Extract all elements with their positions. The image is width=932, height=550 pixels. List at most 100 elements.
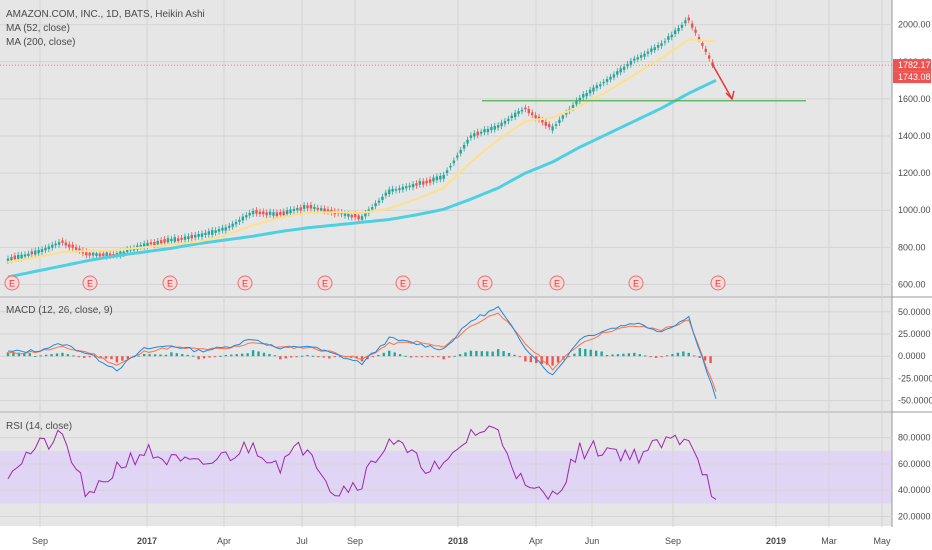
y-tick-label: -25.0000 <box>898 373 932 383</box>
macd-histogram-bar <box>616 354 620 357</box>
macd-histogram-bar <box>491 351 494 357</box>
candle-down <box>357 215 360 220</box>
ma200-line <box>7 79 717 279</box>
candle-up <box>646 51 650 54</box>
candle-up <box>289 209 292 214</box>
earnings-marker[interactable]: E <box>162 275 178 291</box>
macd-histogram-bar <box>388 350 391 357</box>
candle-down <box>159 240 163 244</box>
candle-up <box>663 41 667 43</box>
candle-down <box>108 253 112 257</box>
candle-up <box>490 126 493 131</box>
candle-down <box>163 239 166 243</box>
macd-histogram-bar <box>638 354 641 357</box>
candle-up <box>582 94 585 98</box>
candle-up <box>228 225 231 228</box>
candle-down <box>524 107 527 110</box>
earnings-marker[interactable]: E <box>4 275 20 291</box>
macd-histogram-bar <box>279 356 282 360</box>
macd-histogram-bar <box>660 356 663 358</box>
candle-down <box>265 212 268 216</box>
earnings-marker-label: E <box>242 279 248 289</box>
candle-up <box>122 251 125 255</box>
candle-up <box>565 112 568 115</box>
macd-histogram-bar <box>676 352 680 357</box>
candle-down <box>88 252 91 256</box>
macd-histogram-bar <box>496 349 500 357</box>
candle-up <box>285 210 289 215</box>
candle-up <box>670 34 673 38</box>
trend-arrow[interactable] <box>711 63 733 100</box>
macd-histogram-bar <box>551 356 554 366</box>
candle-down <box>548 124 551 128</box>
candle-up <box>571 105 575 109</box>
earnings-marker[interactable]: E <box>317 275 333 291</box>
x-tick-label: 2019 <box>766 536 786 546</box>
macd-histogram-bar <box>698 356 701 358</box>
candle-down <box>537 116 541 120</box>
candle-up <box>411 184 415 188</box>
earnings-marker[interactable]: E <box>477 275 493 291</box>
earnings-marker[interactable]: E <box>82 275 98 291</box>
x-tick-label: Sep <box>347 536 363 546</box>
candle-up <box>612 74 616 78</box>
candle-up <box>513 112 517 118</box>
ma52-line <box>7 38 717 264</box>
earnings-marker[interactable]: E <box>237 275 253 291</box>
macd-histogram-bar <box>556 356 560 363</box>
candle-up <box>17 254 20 259</box>
candle-down <box>299 207 302 211</box>
macd-histogram-bar <box>257 351 260 357</box>
macd-histogram-bar <box>181 354 184 357</box>
x-tick-label: Mar <box>821 536 837 546</box>
macd-histogram-bar <box>121 356 124 361</box>
macd-histogram-bar <box>393 352 396 357</box>
rsi-legend: RSI (14, close) <box>6 421 72 432</box>
macd-histogram-bar <box>99 356 102 358</box>
candle-up <box>10 257 13 261</box>
earnings-marker-circle <box>549 275 565 291</box>
candle-up <box>673 30 677 35</box>
candle-up <box>578 97 582 102</box>
candle-down <box>112 254 115 256</box>
candle-up <box>214 230 217 233</box>
macd-histogram-bar <box>175 353 179 357</box>
candle-up <box>493 125 496 130</box>
earnings-marker[interactable]: E <box>395 275 411 291</box>
macd-histogram-bar <box>317 356 320 358</box>
price-label-box <box>893 71 931 84</box>
macd-histogram-bar <box>6 352 10 357</box>
earnings-marker[interactable]: E <box>710 275 726 291</box>
macd-histogram-bar <box>88 356 91 358</box>
earnings-marker-label: E <box>9 279 15 289</box>
candle-up <box>388 189 391 195</box>
earnings-marker[interactable]: E <box>549 275 565 291</box>
macd-histogram-bar <box>306 354 309 357</box>
candle-up <box>510 115 513 119</box>
earnings-marker[interactable]: E <box>628 275 644 291</box>
candle-up <box>503 120 507 124</box>
grid <box>0 0 892 527</box>
candle-up <box>200 233 204 237</box>
candle-up <box>595 85 599 89</box>
candle-up <box>119 251 122 256</box>
macd-histogram-bar <box>28 353 31 357</box>
x-tick-label: 2017 <box>137 536 157 546</box>
macd-histogram-bar <box>230 354 233 357</box>
macd-histogram-bar <box>447 356 451 358</box>
macd-histogram-bar <box>524 356 527 362</box>
candle-down <box>694 29 697 33</box>
candle-down <box>306 205 309 209</box>
candle-up <box>558 119 561 123</box>
macd-histogram-bar <box>649 356 652 358</box>
earnings-marker-circle <box>162 275 178 291</box>
candle-down <box>176 238 180 242</box>
macd-histogram-bar <box>284 356 287 359</box>
candle-up <box>224 227 228 231</box>
candle-up <box>462 144 466 149</box>
candle-up <box>479 131 483 134</box>
macd-histogram-bar <box>339 356 342 358</box>
candle-down <box>544 122 548 126</box>
candle-up <box>507 118 510 122</box>
candle-down <box>68 244 71 248</box>
